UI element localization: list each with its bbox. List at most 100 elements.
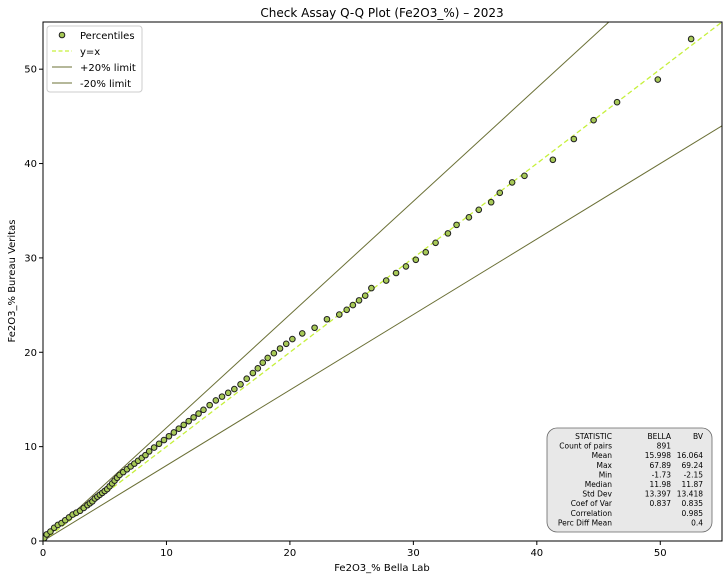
- percentile-point: [590, 116, 597, 124]
- percentile-point: [218, 393, 226, 400]
- chart-title: Check Assay Q-Q Plot (Fe2O3_%) – 2023: [260, 6, 503, 20]
- legend-label-yx: y=x: [80, 47, 100, 58]
- percentile-point: [264, 354, 271, 362]
- y-axis: 0 10 20 30 40 50: [24, 65, 43, 548]
- percentile-point: [298, 330, 306, 337]
- percentile-point: [145, 448, 153, 455]
- percentile-point: [289, 335, 296, 343]
- line-y-x: [43, 22, 722, 541]
- percentile-point: [165, 432, 173, 440]
- stats-cell: 69.24: [682, 461, 704, 470]
- percentile-point: [185, 417, 192, 425]
- percentile-point: [212, 397, 220, 404]
- percentile-point: [282, 340, 290, 348]
- line--20-limit: [43, 125, 722, 541]
- stats-cell: Perc Diff Mean: [558, 518, 612, 527]
- percentile-point: [487, 198, 495, 206]
- y-tick-label: 40: [24, 159, 37, 170]
- y-tick-label: 0: [31, 537, 37, 548]
- stats-header-cell: BV: [693, 432, 704, 441]
- stats-cell: Correlation: [571, 509, 613, 518]
- percentile-point: [343, 306, 350, 314]
- percentile-point: [142, 451, 149, 459]
- x-tick-label: 10: [160, 548, 173, 559]
- stats-cell: Min: [599, 470, 613, 479]
- percentile-point: [200, 406, 207, 414]
- percentile-point: [170, 429, 178, 436]
- percentile-point: [508, 179, 516, 186]
- statistics-box: [546, 427, 713, 533]
- stats-cell: Std Dev: [582, 490, 612, 499]
- percentile-point: [224, 389, 232, 397]
- percentile-point: [335, 311, 343, 318]
- percentile-point: [402, 263, 410, 270]
- percentile-point: [231, 385, 238, 393]
- x-tick-label: 30: [407, 548, 420, 559]
- percentile-point: [323, 315, 331, 323]
- percentile-point: [190, 414, 197, 421]
- legend-label-minus20: -20% limit: [80, 79, 131, 90]
- percentile-point: [160, 436, 168, 444]
- y-tick-label: 20: [24, 348, 37, 359]
- percentile-point: [259, 359, 267, 366]
- percentile-point: [355, 297, 363, 304]
- stats-cell: Max: [596, 461, 612, 470]
- x-axis-title: Fe2O3_% Bella Lab: [334, 563, 430, 574]
- stats-cell: 15.998: [645, 451, 671, 460]
- percentile-point: [613, 98, 621, 106]
- percentile-point: [521, 172, 528, 180]
- percentile-point: [254, 365, 262, 372]
- percentile-point: [465, 214, 473, 221]
- stats-cell: 13.397: [645, 490, 671, 499]
- stats-cell: 0.985: [682, 509, 704, 518]
- percentile-point: [570, 135, 578, 143]
- percentile-point: [206, 401, 213, 409]
- percentile-point: [382, 277, 390, 284]
- percentile-point: [549, 156, 557, 164]
- percentile-point: [175, 425, 183, 433]
- stats-cell: 0.835: [682, 499, 704, 508]
- percentile-point: [180, 421, 188, 429]
- percentile-point: [496, 189, 504, 197]
- percentile-point: [422, 248, 430, 256]
- stats-cell: 891: [657, 442, 672, 451]
- legend: Percentiles y=x +20% limit -20% limit: [46, 25, 143, 93]
- percentile-point: [243, 375, 250, 382]
- statistics-table: STATISTIC BELLA BV Count of pairs 891 Mean 15.…: [546, 427, 713, 533]
- y-axis-title: Fe2O3_% Bureau Veritas: [7, 220, 18, 343]
- stats-cell: Median: [585, 480, 613, 489]
- percentile-point: [155, 440, 163, 448]
- percentile-point: [195, 410, 202, 417]
- stats-cell: 13.418: [677, 490, 703, 499]
- x-tick-label: 20: [284, 548, 297, 559]
- percentile-point: [368, 284, 375, 292]
- x-tick-label: 40: [530, 548, 543, 559]
- percentile-point: [349, 301, 357, 309]
- percentile-point: [237, 381, 244, 388]
- percentile-point: [444, 230, 452, 237]
- stats-header-cell: BELLA: [647, 432, 671, 441]
- percentile-point: [412, 256, 420, 264]
- percentile-point: [475, 206, 483, 214]
- percentile-point: [47, 528, 54, 535]
- percentile-point: [392, 269, 400, 277]
- percentile-points: [43, 35, 695, 541]
- reference-lines: [43, 22, 722, 541]
- stats-cell: 11.87: [682, 480, 704, 489]
- percentile-point: [270, 349, 278, 357]
- stats-cell: 67.89: [650, 461, 672, 470]
- stats-cell: 16.064: [677, 451, 703, 460]
- y-tick-label: 10: [24, 442, 37, 453]
- legend-label-plus20: +20% limit: [80, 63, 136, 74]
- legend-label-percentiles: Percentiles: [80, 31, 135, 42]
- y-tick-label: 50: [24, 65, 37, 76]
- stats-cell: 0.4: [691, 518, 703, 527]
- stats-cell: 11.98: [650, 480, 672, 489]
- stats-cell: Count of pairs: [559, 442, 612, 451]
- stats-header-cell: STATISTIC: [575, 432, 612, 441]
- y-tick-label: 30: [24, 253, 37, 264]
- x-tick-label: 0: [40, 548, 46, 559]
- x-axis: 0 10 20 30 40 50: [40, 541, 667, 559]
- plot-frame: [42, 21, 723, 542]
